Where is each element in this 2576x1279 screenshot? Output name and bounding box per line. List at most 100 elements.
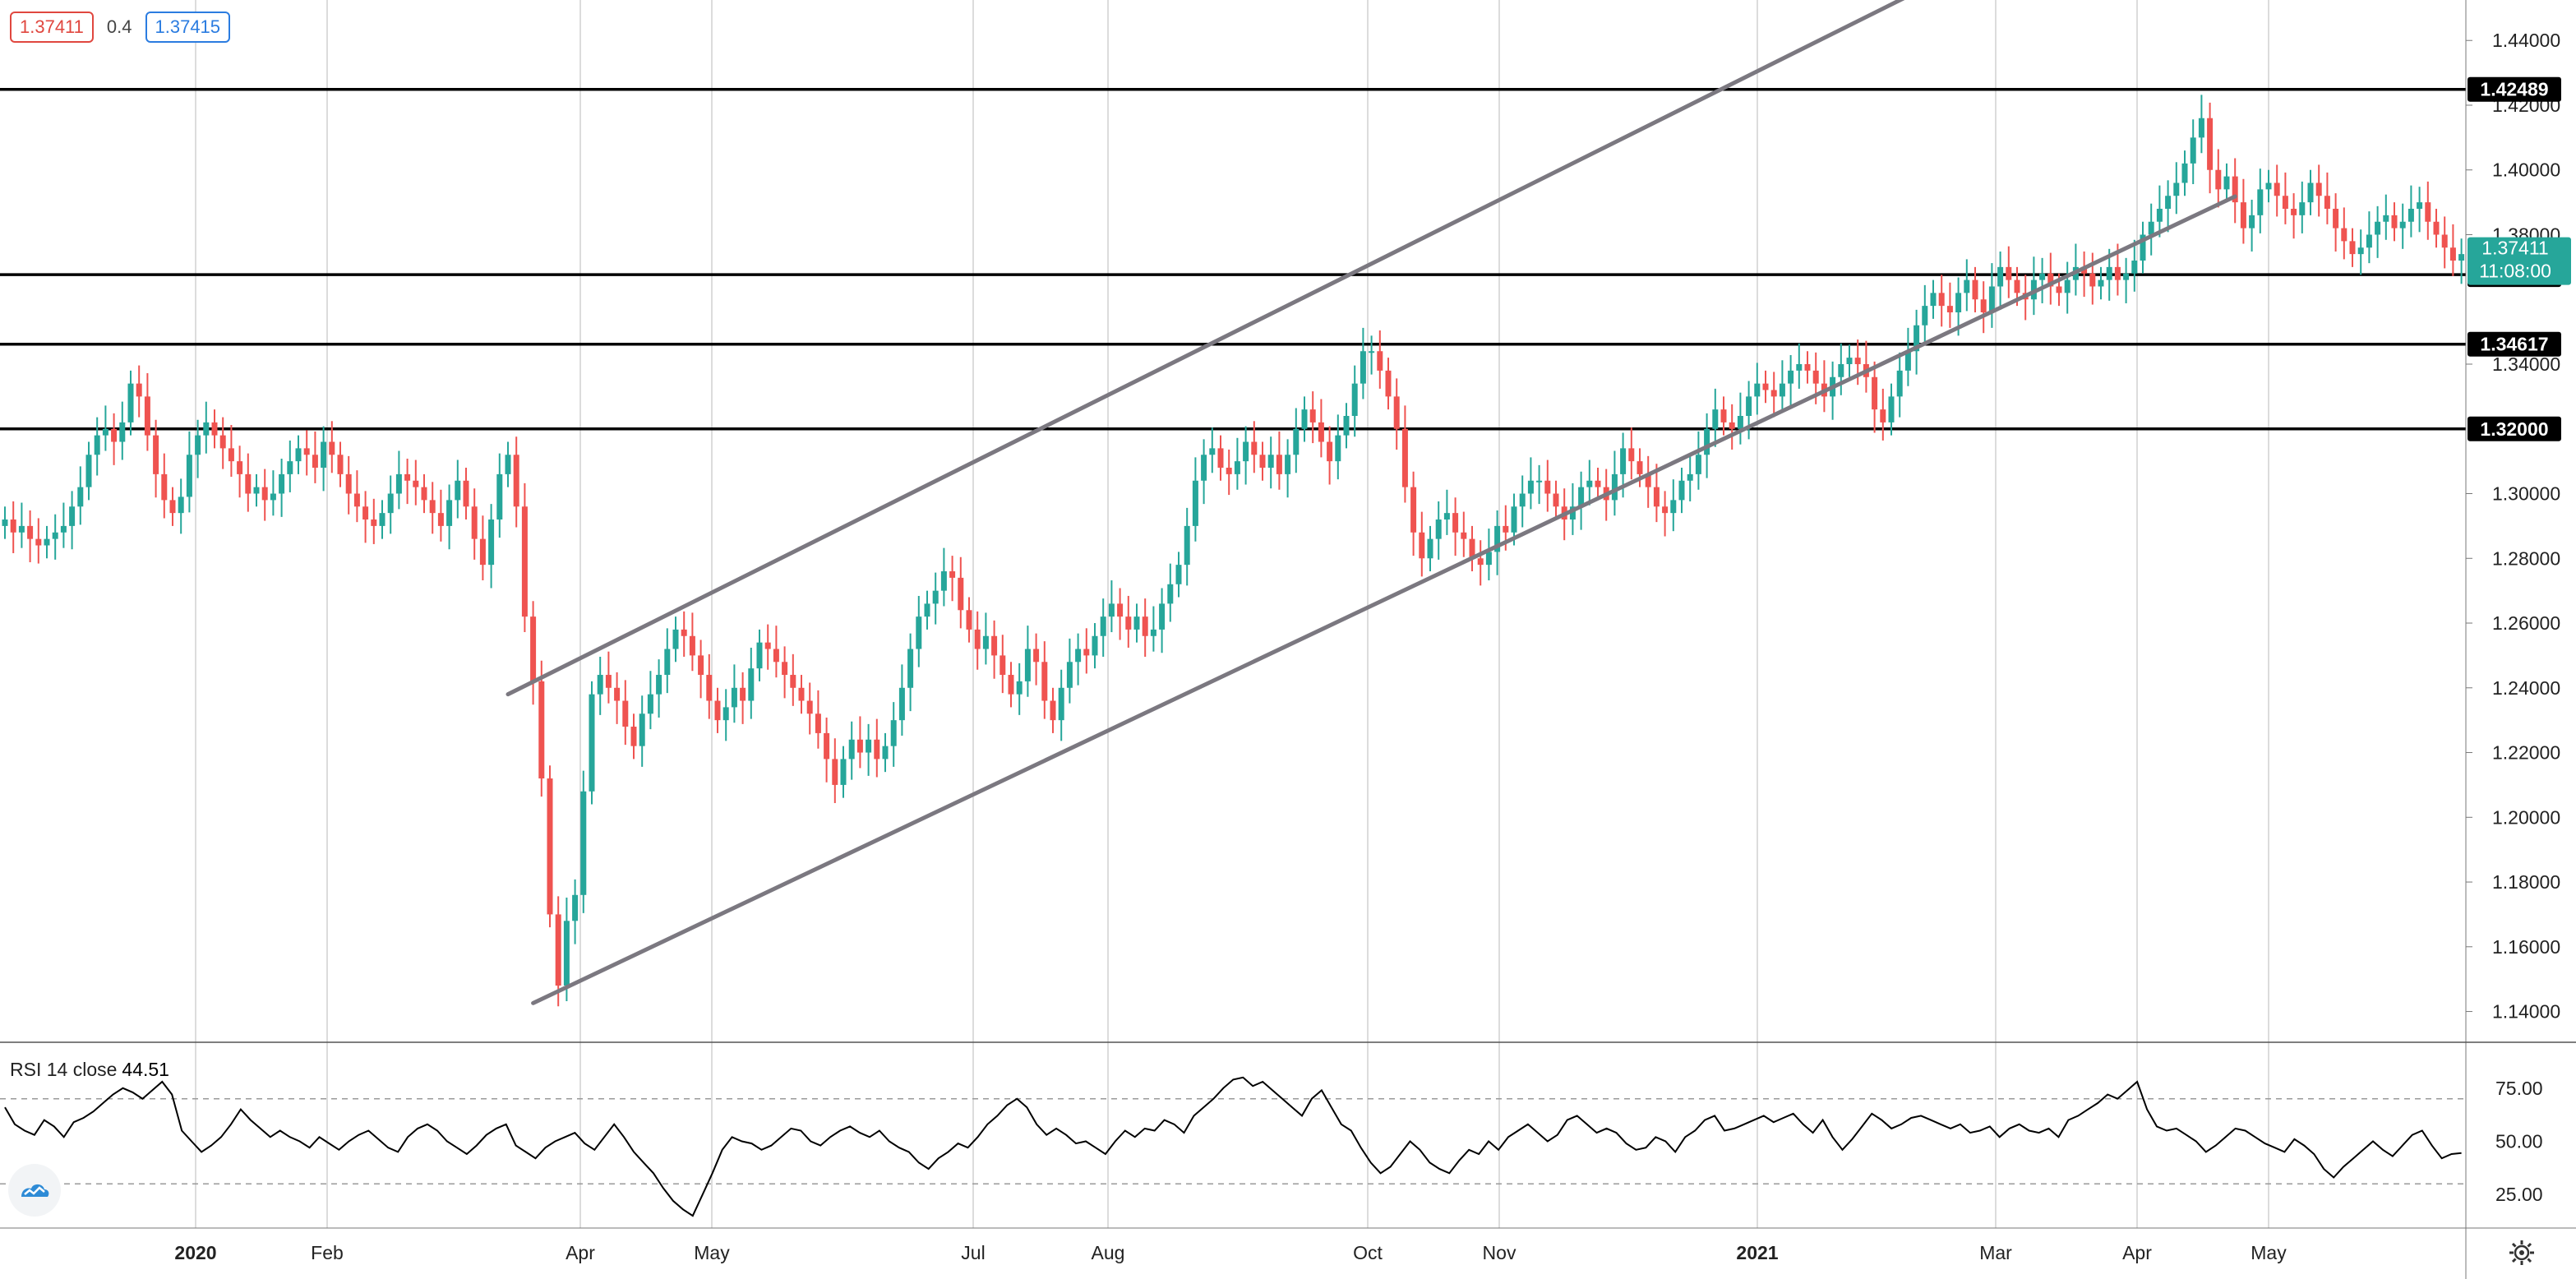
candle-body — [2089, 273, 2096, 287]
candle-body — [2433, 221, 2440, 235]
candle-body — [597, 675, 603, 695]
candle-body — [1796, 364, 1803, 371]
candle-body — [756, 642, 763, 669]
candle-body — [18, 525, 25, 533]
candle-body — [1327, 441, 1333, 462]
candle-body — [1075, 649, 1082, 663]
candle-body — [940, 571, 947, 591]
candle-body — [2114, 266, 2121, 280]
rsi-panel: 75.00 50.00 25.00 — [0, 1076, 2543, 1217]
candle-body — [446, 500, 453, 526]
candle-body — [169, 500, 176, 514]
ask-price-badge[interactable]: 1.37415 — [145, 12, 231, 43]
x-tick-label: Oct — [1353, 1242, 1383, 1263]
candle-body — [261, 487, 268, 501]
candle-body — [2341, 228, 2347, 242]
candle-body — [2215, 169, 2222, 190]
candle-body — [161, 473, 168, 501]
candle-body — [974, 629, 981, 649]
candle-body — [538, 681, 545, 779]
candle-body — [1896, 370, 1903, 397]
candle-body — [547, 778, 553, 915]
candle-body — [1754, 383, 1761, 397]
candle-body — [1167, 584, 1174, 604]
spread-value: 0.4 — [106, 16, 132, 37]
candle-body — [1309, 409, 1316, 422]
y-tick-label: 1.22000 — [2492, 742, 2560, 764]
current-price-tag — [2468, 237, 2571, 285]
gear-icon[interactable] — [2507, 1238, 2537, 1267]
candle-body — [748, 668, 755, 701]
candle-body — [521, 506, 528, 617]
candle-body — [1729, 422, 1735, 429]
y-tick-label: 1.26000 — [2492, 612, 2560, 634]
candle-body — [2165, 196, 2172, 209]
candle-body — [622, 700, 629, 727]
candle-body — [714, 700, 721, 721]
y-tick-label: 1.18000 — [2492, 871, 2560, 893]
candle-body — [321, 441, 327, 469]
candle-body — [1234, 461, 1240, 474]
candle-body — [2315, 182, 2322, 196]
candle-body — [2249, 215, 2255, 229]
candle-body — [2257, 189, 2264, 215]
candle-body — [2106, 266, 2112, 280]
candle-body — [907, 649, 914, 688]
candle-body — [329, 441, 335, 455]
candle-body — [555, 914, 561, 986]
candle-body — [52, 532, 58, 539]
candle-body — [874, 739, 880, 760]
candle-body — [530, 616, 537, 681]
candle-body — [513, 455, 519, 507]
candle-body — [1142, 616, 1148, 636]
candle-body — [1469, 538, 1475, 559]
candle-body — [455, 480, 461, 501]
candle-body — [437, 513, 444, 526]
candle-body — [270, 493, 276, 501]
candle-body — [287, 461, 293, 474]
channel-line — [506, 0, 1905, 697]
candle-body — [1443, 513, 1450, 520]
candle-body — [153, 435, 159, 474]
candle-body — [2014, 279, 2020, 293]
candle-body — [932, 590, 939, 604]
candle-body — [1243, 441, 1249, 462]
candle-body — [488, 519, 495, 566]
channel-line — [531, 194, 2237, 1005]
candle-body — [1217, 448, 1224, 469]
candle-body — [731, 687, 737, 708]
bid-price-badge[interactable]: 1.37411 — [10, 12, 94, 43]
candle-body — [2056, 286, 2062, 293]
candle-body — [1267, 455, 1274, 469]
candle-body — [1662, 506, 1669, 514]
candle-body — [195, 435, 201, 455]
tradingview-cloud-icon[interactable] — [8, 1164, 61, 1217]
y-tick-label: 1.30000 — [2492, 483, 2560, 505]
level-price-label: 1.34617 — [2480, 334, 2548, 355]
quote-badges: 1.37411 0.4 1.37415 — [10, 12, 231, 43]
candle-body — [413, 480, 419, 487]
candle-body — [806, 700, 813, 714]
candle-body — [2098, 279, 2104, 287]
candle-body — [1133, 616, 1140, 630]
rsi-legend: RSI 14 close 44.51 — [10, 1059, 169, 1081]
candle-body — [840, 759, 847, 785]
candle-body — [35, 538, 42, 546]
candle-body — [1024, 649, 1031, 681]
candle-body — [1519, 493, 1526, 507]
candle-body — [2291, 208, 2297, 215]
candle-body — [1737, 416, 1743, 429]
candle-body — [740, 687, 746, 701]
candle-body — [303, 448, 310, 455]
candle-body — [312, 455, 318, 469]
candle-body — [798, 687, 805, 701]
candle-body — [2417, 202, 2423, 209]
candle-body — [1620, 448, 1627, 474]
candle-body — [2383, 215, 2389, 222]
level-price-tag — [2468, 416, 2561, 441]
x-tick-label: Mar — [1979, 1242, 2012, 1263]
candle-body — [1922, 306, 1928, 326]
candle-body — [1914, 325, 1920, 352]
candle-body — [1838, 364, 1844, 377]
